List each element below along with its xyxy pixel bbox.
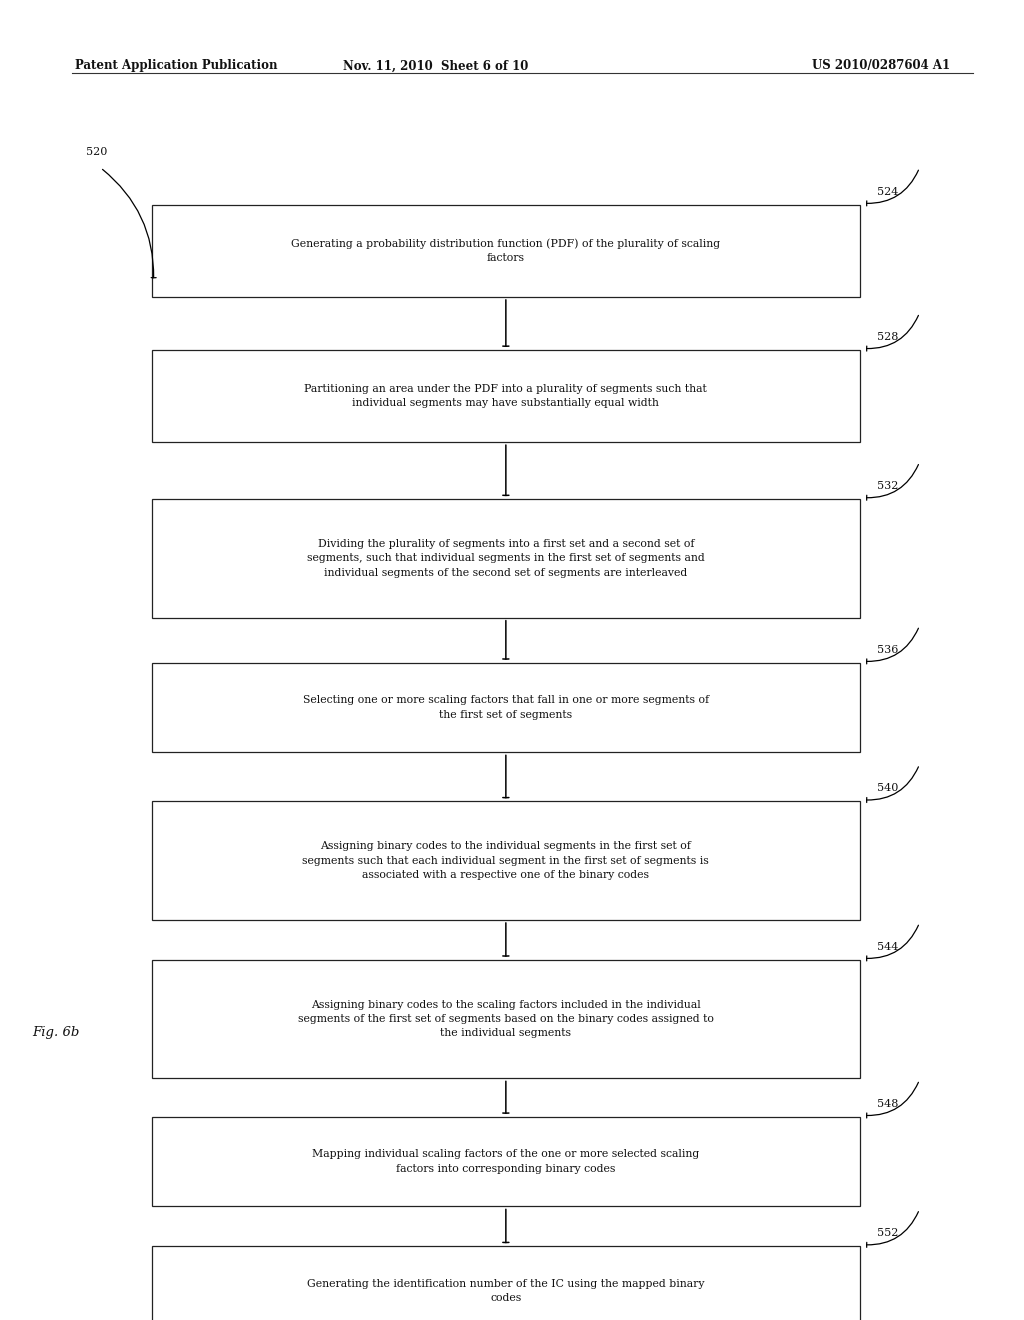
FancyBboxPatch shape bbox=[152, 960, 860, 1078]
FancyBboxPatch shape bbox=[152, 205, 860, 297]
FancyBboxPatch shape bbox=[152, 663, 860, 752]
Text: 520: 520 bbox=[86, 147, 106, 157]
Text: Nov. 11, 2010  Sheet 6 of 10: Nov. 11, 2010 Sheet 6 of 10 bbox=[342, 59, 528, 73]
Text: Assigning binary codes to the scaling factors included in the individual
segment: Assigning binary codes to the scaling fa… bbox=[298, 999, 714, 1039]
Text: 544: 544 bbox=[877, 941, 898, 952]
Text: Fig. 6b: Fig. 6b bbox=[33, 1026, 80, 1039]
Text: 540: 540 bbox=[877, 783, 898, 793]
Text: 536: 536 bbox=[877, 644, 898, 655]
Text: 552: 552 bbox=[877, 1228, 898, 1238]
FancyBboxPatch shape bbox=[152, 350, 860, 442]
Text: Partitioning an area under the PDF into a plurality of segments such that
indivi: Partitioning an area under the PDF into … bbox=[304, 384, 708, 408]
Text: Patent Application Publication: Patent Application Publication bbox=[75, 59, 278, 73]
Text: Selecting one or more scaling factors that fall in one or more segments of
the f: Selecting one or more scaling factors th… bbox=[303, 696, 709, 719]
FancyBboxPatch shape bbox=[152, 1246, 860, 1320]
Text: Dividing the plurality of segments into a first set and a second set of
segments: Dividing the plurality of segments into … bbox=[307, 539, 705, 578]
Text: Generating a probability distribution function (PDF) of the plurality of scaling: Generating a probability distribution fu… bbox=[291, 239, 721, 263]
Text: 524: 524 bbox=[877, 186, 898, 197]
FancyBboxPatch shape bbox=[152, 801, 860, 920]
Text: 528: 528 bbox=[877, 331, 898, 342]
Text: Assigning binary codes to the individual segments in the first set of
segments s: Assigning binary codes to the individual… bbox=[302, 841, 710, 880]
Text: Mapping individual scaling factors of the one or more selected scaling
factors i: Mapping individual scaling factors of th… bbox=[312, 1150, 699, 1173]
Text: 532: 532 bbox=[877, 480, 898, 491]
Text: 548: 548 bbox=[877, 1098, 898, 1109]
Text: US 2010/0287604 A1: US 2010/0287604 A1 bbox=[812, 59, 950, 73]
FancyBboxPatch shape bbox=[152, 1117, 860, 1206]
FancyBboxPatch shape bbox=[152, 499, 860, 618]
Text: Generating the identification number of the IC using the mapped binary
codes: Generating the identification number of … bbox=[307, 1279, 705, 1303]
